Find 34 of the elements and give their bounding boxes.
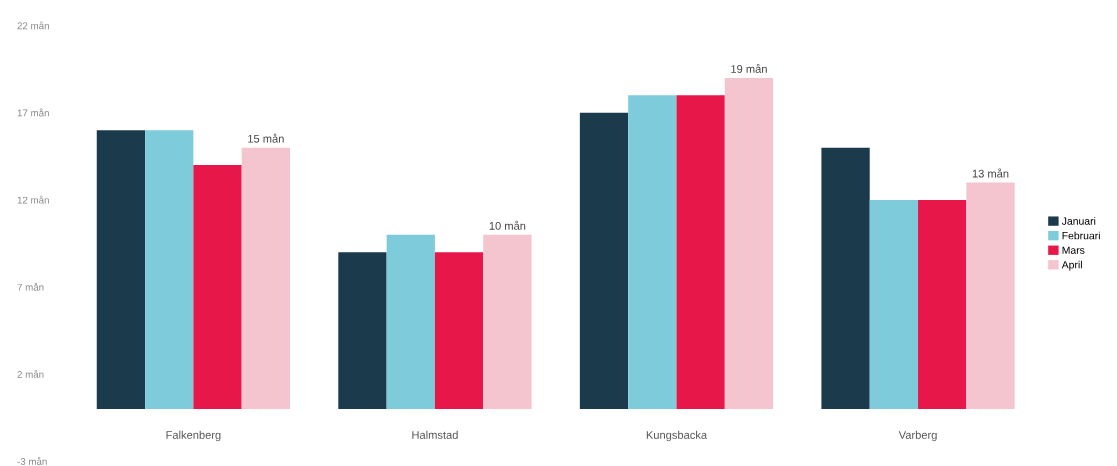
y-tick-label: 7 mån <box>17 282 44 291</box>
bar <box>918 199 967 410</box>
data-label: 13 mån <box>972 168 1009 178</box>
bar <box>628 95 677 410</box>
bar <box>96 130 146 410</box>
x-tick-label: Kungsbacka <box>646 430 708 442</box>
x-tick-label: Halmstad <box>412 430 458 439</box>
y-tick-label: -3 mån <box>17 457 47 465</box>
bar <box>579 112 629 410</box>
bar <box>869 199 919 410</box>
y-tick-label: 17 mån <box>17 108 49 117</box>
bar <box>145 130 194 410</box>
bar <box>386 234 435 410</box>
bar <box>434 252 484 410</box>
data-label: 19 mån <box>731 63 767 73</box>
bar <box>338 252 387 410</box>
legend-label: Februari <box>1062 231 1100 240</box>
y-tick-label: 2 mån <box>17 369 44 378</box>
bar <box>483 234 532 410</box>
bar <box>241 147 290 410</box>
x-tick-label: Varberg <box>898 430 937 442</box>
bar <box>193 165 242 410</box>
bar <box>724 77 774 410</box>
data-label: 10 mån <box>489 220 526 230</box>
legend-label: Januari <box>1061 217 1096 225</box>
legend-label: April <box>1061 260 1082 271</box>
bar <box>676 95 725 410</box>
data-label: 15 mån <box>248 133 284 143</box>
y-tick-label: 22 mån <box>17 21 49 30</box>
bar <box>966 182 1015 410</box>
x-tick-label: Falkenberg <box>166 430 221 442</box>
y-tick-label: 12 mån <box>17 195 49 204</box>
legend-label: Mars <box>1062 246 1085 254</box>
bar <box>821 147 870 410</box>
